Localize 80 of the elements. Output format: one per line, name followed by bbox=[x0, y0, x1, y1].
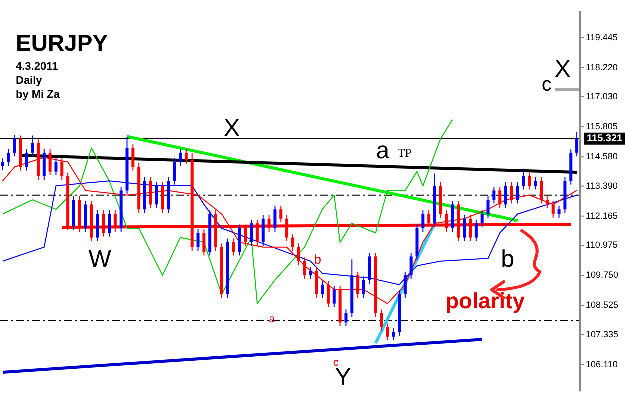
candlestick bbox=[84, 200, 88, 233]
candlestick bbox=[262, 214, 265, 247]
y-tick-label: 112.165 bbox=[586, 210, 618, 221]
y-tick-label: 114.580 bbox=[586, 152, 618, 162]
y-tick-label: 115.805 bbox=[586, 122, 618, 132]
candlestick bbox=[486, 196, 490, 218]
candlestick bbox=[332, 286, 336, 308]
annotation: b bbox=[314, 252, 322, 268]
candlestick bbox=[522, 168, 526, 190]
annotation: X bbox=[554, 56, 571, 83]
candlestick bbox=[161, 182, 164, 214]
annotation: W bbox=[88, 246, 112, 274]
candlestick bbox=[54, 158, 58, 176]
candlestick bbox=[1, 158, 4, 171]
annotation: a bbox=[269, 313, 276, 326]
text: 4.3.2011 Daily by Mi Za bbox=[16, 60, 60, 102]
annotation: polarity bbox=[446, 288, 526, 314]
candlestick bbox=[42, 148, 46, 181]
candlestick bbox=[315, 266, 318, 299]
ref-line-label: 115.321 bbox=[587, 134, 624, 145]
candlestick bbox=[474, 219, 478, 242]
candlestick bbox=[516, 182, 520, 204]
candlestick bbox=[291, 234, 294, 252]
candlestick bbox=[297, 243, 300, 266]
candlestick bbox=[13, 134, 16, 158]
candlestick bbox=[250, 219, 254, 247]
candlestick bbox=[422, 210, 425, 233]
candlestick bbox=[274, 205, 277, 233]
candlestick bbox=[510, 182, 514, 204]
y-tick-label: 110.975 bbox=[586, 240, 618, 250]
y-tick-label: 118.220 bbox=[586, 62, 618, 72]
y-tick-label: 106.110 bbox=[586, 359, 618, 370]
candlestick bbox=[576, 132, 579, 158]
candlestick bbox=[179, 148, 182, 166]
candlestick bbox=[108, 210, 111, 238]
annotation: c bbox=[542, 74, 552, 96]
candlestick bbox=[280, 205, 283, 224]
annotation: c bbox=[333, 357, 340, 370]
candlestick bbox=[184, 148, 188, 164]
candlestick bbox=[380, 309, 384, 332]
candlestick bbox=[552, 200, 555, 218]
y-tick-label: 117.030 bbox=[586, 91, 618, 102]
candlestick bbox=[196, 228, 200, 252]
candlestick bbox=[31, 135, 34, 158]
candlestick bbox=[528, 172, 532, 190]
candlestick bbox=[232, 238, 236, 256]
candlestick bbox=[463, 214, 466, 242]
y-tick-label: 109.750 bbox=[586, 270, 619, 280]
candlestick bbox=[309, 266, 312, 280]
y-tick-label: 119.445 bbox=[586, 32, 618, 42]
candlestick bbox=[451, 200, 454, 233]
candlestick bbox=[303, 257, 306, 280]
candlestick bbox=[149, 176, 152, 209]
candlestick bbox=[321, 280, 324, 299]
candlestick bbox=[132, 144, 135, 172]
candlestick bbox=[558, 205, 561, 218]
candlestick bbox=[356, 271, 360, 299]
candlestick bbox=[386, 323, 390, 342]
candlestick bbox=[540, 176, 544, 204]
candlestick bbox=[238, 224, 242, 256]
candlestick bbox=[492, 186, 496, 204]
candlestick bbox=[25, 148, 28, 172]
y-tick-label: 113.390 bbox=[586, 180, 618, 191]
y-tick-label: 108.525 bbox=[586, 300, 619, 310]
annotation: a bbox=[376, 138, 390, 165]
candlestick bbox=[534, 176, 538, 190]
candlestick bbox=[96, 210, 100, 242]
candlestick bbox=[546, 196, 549, 209]
annotation: TP bbox=[398, 146, 412, 160]
candlestick bbox=[410, 252, 413, 280]
annotation: X bbox=[224, 114, 240, 142]
candlestick bbox=[480, 210, 484, 228]
y-tick-label: 107.335 bbox=[586, 329, 619, 340]
candlestick bbox=[7, 148, 10, 166]
candlestick bbox=[504, 182, 508, 209]
annotation: b bbox=[501, 246, 514, 274]
candlestick bbox=[392, 328, 396, 342]
text: EURJPY bbox=[16, 30, 108, 57]
candlestick bbox=[498, 186, 502, 209]
candlestick bbox=[344, 309, 348, 327]
